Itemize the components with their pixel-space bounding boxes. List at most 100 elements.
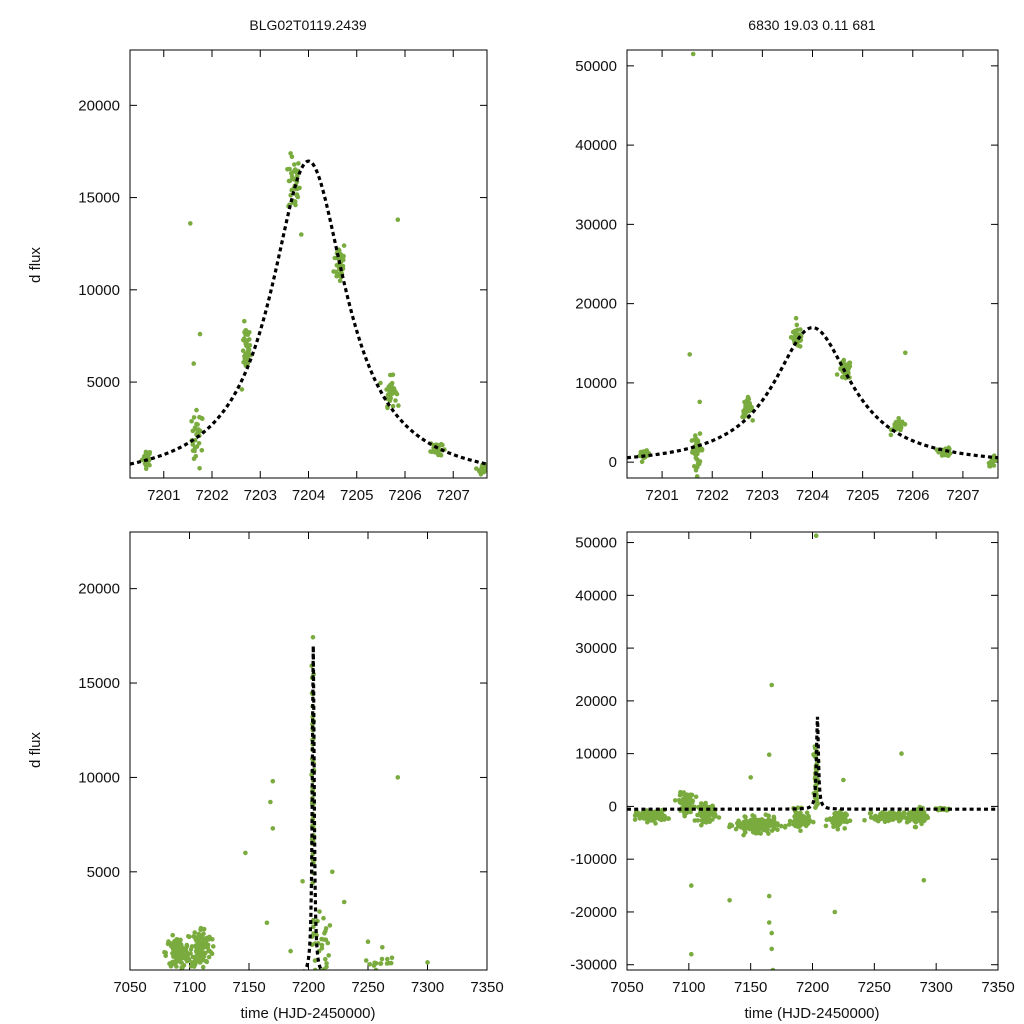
data-point — [194, 407, 199, 413]
y-tick-label: -10000 — [570, 851, 617, 868]
data-point — [191, 415, 197, 420]
data-point — [438, 452, 444, 458]
data-point — [147, 462, 152, 468]
data-point — [327, 923, 333, 928]
data-point — [868, 815, 874, 820]
y-tick-label: 40000 — [575, 137, 617, 154]
data-point — [178, 959, 183, 965]
data-point — [793, 823, 798, 829]
data-point — [198, 934, 204, 939]
y-tick-label: -30000 — [570, 957, 617, 974]
data-point — [885, 814, 891, 820]
data-point — [165, 941, 171, 947]
data-point — [188, 221, 193, 226]
data-point — [386, 960, 392, 966]
data-point — [203, 940, 209, 945]
data-point — [193, 936, 198, 942]
data-point — [168, 964, 174, 969]
data-points — [632, 533, 951, 970]
data-point — [245, 345, 251, 350]
y-tick-label: 15000 — [78, 190, 120, 207]
data-point — [921, 878, 927, 883]
data-point — [203, 959, 209, 964]
data-point — [798, 828, 803, 833]
data-point — [694, 474, 700, 478]
x-tick-label: 7203 — [746, 487, 779, 504]
top-left-y-axis-label: d flux — [27, 247, 44, 283]
y-tick-label: 0 — [609, 798, 617, 815]
data-point — [632, 817, 638, 822]
x-tick-label: 7100 — [173, 979, 206, 996]
data-point — [169, 960, 175, 965]
data-point — [317, 909, 322, 914]
data-point — [331, 269, 336, 274]
data-point — [387, 390, 393, 395]
data-point — [683, 793, 689, 798]
data-point — [363, 958, 369, 963]
data-point — [189, 418, 194, 424]
data-point — [896, 818, 902, 824]
data-point — [672, 798, 678, 803]
data-point — [385, 956, 390, 962]
data-point — [438, 441, 444, 447]
data-point — [396, 403, 401, 408]
x-tick-label: 7150 — [232, 979, 265, 996]
data-point — [242, 318, 247, 324]
data-point — [176, 949, 182, 954]
data-point — [793, 315, 799, 321]
bottom-left-x-axis-label: time (HJD-2450000) — [240, 1005, 375, 1022]
data-point — [341, 243, 347, 248]
data-point — [295, 173, 300, 179]
model-curve — [627, 326, 998, 460]
data-point — [769, 930, 774, 936]
data-point — [174, 964, 179, 969]
data-point — [322, 931, 327, 936]
data-point — [378, 961, 383, 966]
y-tick-label: 0 — [609, 454, 617, 471]
data-point — [270, 778, 276, 784]
data-point — [288, 948, 293, 954]
data-point — [681, 800, 687, 806]
right-panel-title: 6830 19.03 0.11 681 — [748, 17, 876, 33]
data-point — [795, 805, 801, 810]
data-point — [296, 161, 301, 166]
data-point — [395, 775, 401, 780]
data-point — [766, 831, 771, 836]
plot-frame — [626, 531, 999, 971]
panel-bottom-left: 7050 7100 7150 7200 7250 7300 7350 5000 10000 150… — [78, 531, 504, 996]
data-point — [772, 819, 777, 824]
data-point — [194, 421, 199, 427]
data-point — [341, 899, 347, 905]
data-point — [839, 819, 844, 824]
data-point — [143, 452, 148, 458]
data-point — [716, 815, 722, 820]
data-point — [690, 450, 695, 455]
data-point — [750, 418, 755, 423]
data-point — [322, 970, 327, 975]
data-point — [695, 438, 701, 444]
y-tick-label: 10000 — [78, 282, 120, 299]
data-point — [895, 422, 900, 427]
data-point — [804, 819, 809, 824]
data-point — [425, 960, 430, 965]
y-tick-label: -20000 — [570, 904, 617, 921]
data-point — [367, 962, 373, 967]
data-point — [242, 360, 248, 365]
x-tick-label: 7205 — [340, 487, 373, 504]
data-point — [842, 826, 847, 831]
x-tick-label: 7201 — [147, 487, 180, 504]
panel-top-left: 7201 7202 7203 7204 7205 7206 7207 5000 10000 150… — [78, 49, 488, 504]
data-point — [771, 826, 777, 831]
data-point — [147, 451, 152, 457]
data-point — [199, 954, 204, 960]
x-tick-label: 7203 — [244, 487, 277, 504]
data-point — [428, 449, 433, 454]
data-point — [919, 813, 925, 818]
data-point — [198, 940, 204, 945]
data-point — [750, 830, 756, 835]
data-point — [872, 813, 878, 819]
bottom-right-x-axis-label: time (HJD-2450000) — [744, 1005, 879, 1022]
x-tick-label: 7200 — [292, 979, 325, 996]
y-tick-label: 40000 — [575, 587, 617, 604]
